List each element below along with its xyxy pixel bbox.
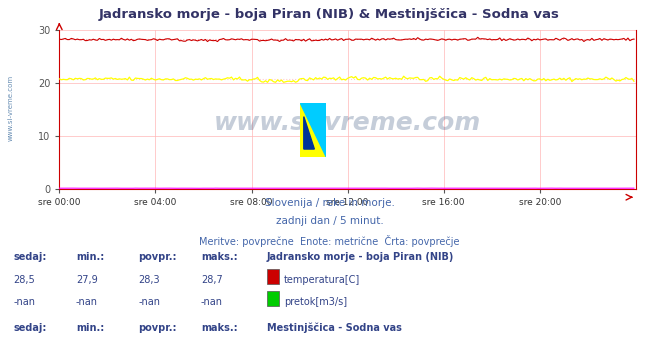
Text: Meritve: povprečne  Enote: metrične  Črta: povprečje: Meritve: povprečne Enote: metrične Črta:… (199, 235, 460, 247)
Polygon shape (300, 103, 326, 157)
Text: -nan: -nan (13, 297, 35, 308)
Text: pretok[m3/s]: pretok[m3/s] (284, 297, 347, 308)
Text: min.:: min.: (76, 252, 104, 262)
Text: -nan: -nan (138, 297, 160, 308)
Text: povpr.:: povpr.: (138, 323, 177, 333)
Text: www.si-vreme.com: www.si-vreme.com (8, 75, 14, 141)
Text: Jadransko morje - boja Piran (NIB): Jadransko morje - boja Piran (NIB) (267, 252, 454, 262)
Text: sedaj:: sedaj: (13, 252, 47, 262)
Text: 28,3: 28,3 (138, 275, 160, 286)
Text: povpr.:: povpr.: (138, 252, 177, 262)
Text: 28,7: 28,7 (201, 275, 223, 286)
Text: Mestinjščica - Sodna vas: Mestinjščica - Sodna vas (267, 323, 402, 333)
Text: 27,9: 27,9 (76, 275, 98, 286)
Text: zadnji dan / 5 minut.: zadnji dan / 5 minut. (275, 216, 384, 226)
Text: -nan: -nan (76, 297, 98, 308)
Text: Slovenija / reke in morje.: Slovenija / reke in morje. (264, 198, 395, 208)
Text: www.si-vreme.com: www.si-vreme.com (214, 111, 481, 135)
Polygon shape (300, 103, 326, 157)
Text: sedaj:: sedaj: (13, 323, 47, 333)
Text: Jadransko morje - boja Piran (NIB) & Mestinjščica - Sodna vas: Jadransko morje - boja Piran (NIB) & Mes… (99, 8, 560, 21)
Text: -nan: -nan (201, 297, 223, 308)
Text: maks.:: maks.: (201, 323, 238, 333)
Text: 28,5: 28,5 (13, 275, 35, 286)
Polygon shape (304, 117, 314, 149)
Text: min.:: min.: (76, 323, 104, 333)
Text: temperatura[C]: temperatura[C] (284, 275, 360, 286)
Text: maks.:: maks.: (201, 252, 238, 262)
